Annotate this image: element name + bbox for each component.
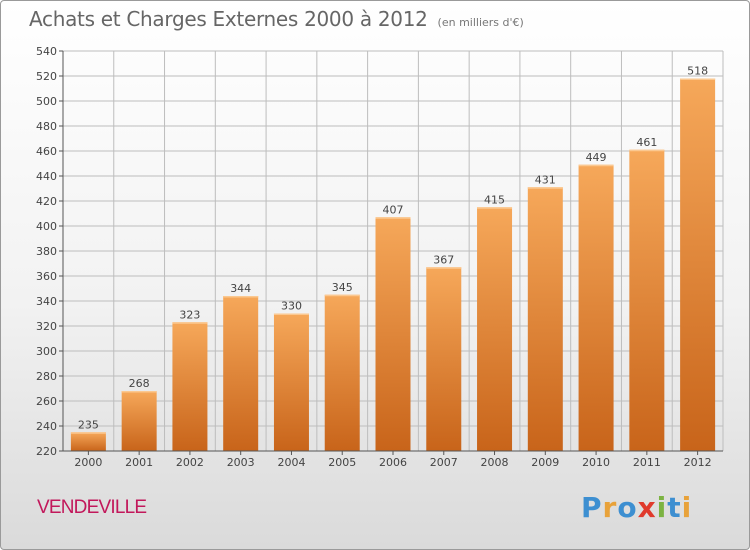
bar-top-edge	[324, 294, 360, 297]
bar-top-edge	[70, 432, 106, 434]
y-tick-label: 440	[36, 170, 57, 183]
y-tick-label: 520	[36, 70, 57, 83]
x-tick-label: 2010	[582, 456, 610, 469]
bar	[527, 187, 563, 451]
y-tick-label: 320	[36, 320, 57, 333]
bar-value-label: 449	[586, 151, 607, 164]
x-tick-label: 2003	[227, 456, 255, 469]
bar	[223, 296, 259, 451]
bar-top-edge	[527, 187, 563, 189]
y-tick-label: 220	[36, 445, 57, 458]
bar-top-edge	[680, 78, 716, 80]
y-tick-label: 400	[36, 220, 57, 233]
bar-top-edge	[121, 391, 157, 393]
bar	[273, 313, 309, 451]
bar-value-label: 407	[383, 203, 404, 216]
bar	[375, 217, 411, 451]
bar-value-label: 323	[179, 308, 200, 321]
bar-value-label: 344	[230, 282, 251, 295]
bar-top-edge	[629, 149, 665, 152]
logo-letter: i	[681, 491, 693, 524]
axes	[59, 50, 723, 455]
y-tick-label: 500	[36, 95, 57, 108]
bar-value-label: 235	[78, 418, 99, 431]
y-tick-label: 360	[36, 270, 57, 283]
x-tick-label: 2004	[277, 456, 305, 469]
bar-top-edge	[375, 217, 411, 219]
logo-letter: t	[667, 491, 682, 524]
x-tick-label: 2006	[379, 456, 407, 469]
chart-title: Achats et Charges Externes 2000 à 2012 (e…	[29, 7, 524, 31]
y-tick-label: 540	[36, 45, 57, 58]
logo-letter: r	[602, 491, 618, 524]
y-tick-label: 300	[36, 345, 57, 358]
bar-top-edge	[477, 207, 513, 209]
logo-letter: x	[637, 491, 657, 524]
bar-top-edge	[273, 313, 309, 315]
bar	[172, 322, 208, 451]
bar	[477, 207, 513, 451]
bar-top-edge	[578, 164, 614, 167]
bars	[70, 78, 716, 451]
logo-letter: i	[656, 491, 668, 524]
bar	[426, 267, 462, 451]
y-tick-label: 280	[36, 370, 57, 383]
y-tick-label: 340	[36, 295, 57, 308]
bar-value-label: 461	[636, 136, 657, 149]
x-tick-label: 2008	[481, 456, 509, 469]
bar	[121, 391, 157, 451]
x-tick-label: 2011	[633, 456, 661, 469]
bar	[680, 78, 716, 451]
logo-letter: o	[617, 491, 638, 524]
bar	[70, 432, 106, 451]
bar-value-label: 345	[332, 281, 353, 294]
bar-value-label: 518	[687, 65, 708, 78]
proxiti-logo: Proxiti	[581, 491, 692, 524]
y-tick-label: 420	[36, 195, 57, 208]
bar	[324, 294, 360, 451]
bar-top-edge	[426, 267, 462, 269]
x-tick-label: 2001	[125, 456, 153, 469]
bar-top-edge	[172, 322, 208, 324]
bar-value-label: 330	[281, 300, 302, 313]
location-name: VENDEVILLE	[37, 497, 147, 518]
bar-value-label: 268	[129, 377, 150, 390]
logo-letter: P	[581, 491, 603, 524]
x-tick-label: 2007	[430, 456, 458, 469]
y-tick-label: 260	[36, 395, 57, 408]
bar-value-label: 367	[433, 253, 454, 266]
labels: 220 240 260 280 300 320 340 360 380 400 420 440 460 4…	[36, 45, 712, 469]
y-tick-label: 380	[36, 245, 57, 258]
y-tick-label: 460	[36, 145, 57, 158]
x-tick-label: 2009	[531, 456, 559, 469]
bar-value-label: 431	[535, 173, 556, 186]
x-tick-label: 2002	[176, 456, 204, 469]
x-tick-label: 2005	[328, 456, 356, 469]
y-tick-label: 480	[36, 120, 57, 133]
x-tick-label: 2012	[684, 456, 712, 469]
bar-top-edge	[223, 296, 259, 298]
bar	[578, 164, 614, 451]
chart-title-text: Achats et Charges Externes 2000 à 2012	[29, 7, 428, 31]
chart-subtitle: (en milliers d'€)	[437, 16, 524, 29]
x-tick-label: 2000	[74, 456, 102, 469]
y-tick-label: 240	[36, 420, 57, 433]
bar	[629, 149, 665, 451]
bar-value-label: 415	[484, 193, 505, 206]
